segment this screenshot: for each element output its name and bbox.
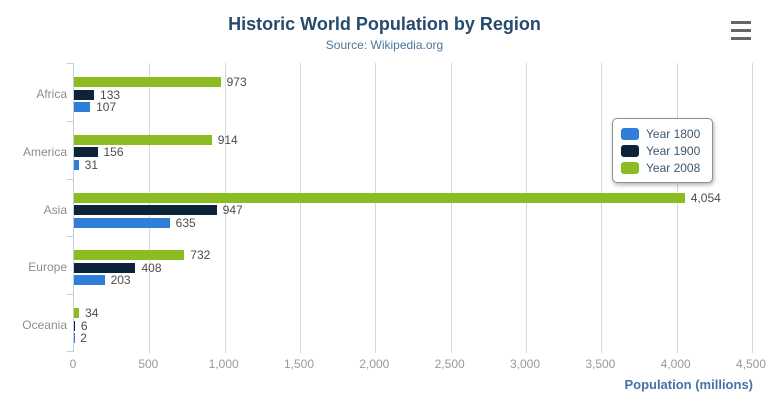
category-axis-tick [67, 63, 74, 64]
bar-year-1900-america[interactable] [74, 147, 98, 158]
data-label: 947 [222, 203, 243, 218]
bar-year-1900-asia[interactable] [74, 205, 217, 216]
gridline [300, 63, 301, 353]
data-label: 203 [110, 273, 131, 288]
data-label: 34 [85, 306, 99, 321]
x-axis-title: Population (millions) [624, 377, 753, 392]
bar-year-2008-america[interactable] [74, 134, 212, 145]
data-label: 107 [96, 100, 117, 114]
x-tick-label: 4,000 [660, 357, 691, 371]
hamburger-icon [731, 29, 751, 32]
bar-year-1900-oceania[interactable] [74, 320, 75, 331]
category-axis-tick [67, 236, 74, 237]
data-label: 6 [80, 318, 88, 333]
category-label-europe: Europe [28, 260, 67, 275]
data-label: 156 [103, 145, 124, 160]
bar-year-1900-africa[interactable] [74, 89, 95, 100]
data-label: 914 [217, 132, 238, 147]
bar-year-2008-africa[interactable] [74, 77, 221, 87]
gridline [450, 63, 452, 353]
data-label: 732 [190, 248, 211, 263]
gridline [224, 63, 226, 353]
x-tick-label: 3,500 [585, 357, 616, 371]
bar-year-2008-oceania[interactable] [74, 308, 80, 319]
x-tick-label: 2,500 [434, 357, 465, 371]
bar-year-1800-europe[interactable] [74, 275, 105, 286]
data-label: 133 [100, 87, 121, 102]
category-axis-tick [67, 351, 74, 352]
hamburger-icon [731, 21, 751, 24]
x-tick-label: 1,000 [208, 357, 239, 371]
data-label: 635 [175, 215, 196, 230]
x-tick-label: 1,500 [283, 357, 315, 371]
legend-symbol [621, 127, 639, 140]
category-label-asia: Asia [43, 202, 67, 217]
bar-year-1800-america[interactable] [74, 159, 79, 170]
gridline [752, 63, 753, 353]
legend-label: Year 1800 [646, 126, 701, 141]
category-axis-tick [67, 294, 74, 295]
bar-year-1900-europe[interactable] [74, 262, 136, 273]
gridline [676, 63, 678, 353]
legend-label: Year 2008 [646, 160, 701, 175]
gridline [526, 63, 527, 353]
gridline [601, 63, 603, 353]
plot-area: Africa 973 133 107 America 914 156 31 Asia 4,054 9… [22, 63, 753, 353]
gridline [375, 63, 377, 353]
data-label: 4,054 [690, 190, 721, 205]
legend: Year 1800 Year 1900 Year 2008 [612, 118, 714, 183]
x-tick-label: 500 [138, 357, 159, 371]
x-tick-label: 0 [69, 357, 77, 371]
bar-year-2008-asia[interactable] [74, 192, 685, 203]
legend-item-year-2008[interactable]: Year 2008 [621, 159, 700, 176]
legend-item-year-1800[interactable]: Year 1800 [621, 125, 700, 142]
category-label-america: America [22, 144, 67, 159]
data-label: 2 [80, 331, 87, 346]
x-tick-label: 4,500 [735, 357, 767, 371]
legend-symbol [621, 161, 639, 174]
bar-year-1800-africa[interactable] [74, 102, 91, 112]
chart-subtitle: Source: Wikipedia.org [325, 38, 444, 52]
category-label-oceania: Oceania [22, 318, 67, 333]
legend-label: Year 1900 [646, 143, 701, 158]
export-menu-button[interactable] [727, 18, 755, 46]
bar-year-1800-asia[interactable] [74, 217, 170, 228]
hamburger-icon [731, 37, 751, 40]
x-tick-label: 3,000 [509, 357, 541, 371]
x-axis-labels: 0 500 1,000 1,500 2,000 2,500 3,000 3,500 4,000 4… [69, 357, 766, 371]
bar-year-2008-europe[interactable] [74, 250, 185, 261]
legend-item-year-1900[interactable]: Year 1900 [621, 142, 700, 159]
category-axis-tick [67, 179, 74, 180]
data-label: 31 [84, 157, 99, 172]
category-label-africa: Africa [36, 87, 67, 101]
legend-symbol [621, 144, 639, 157]
x-tick-label: 2,000 [359, 357, 390, 371]
chart-title: Historic World Population by Region [228, 14, 541, 34]
data-label: 408 [141, 260, 162, 275]
category-axis-tick [67, 121, 74, 122]
data-label: 973 [226, 75, 247, 89]
